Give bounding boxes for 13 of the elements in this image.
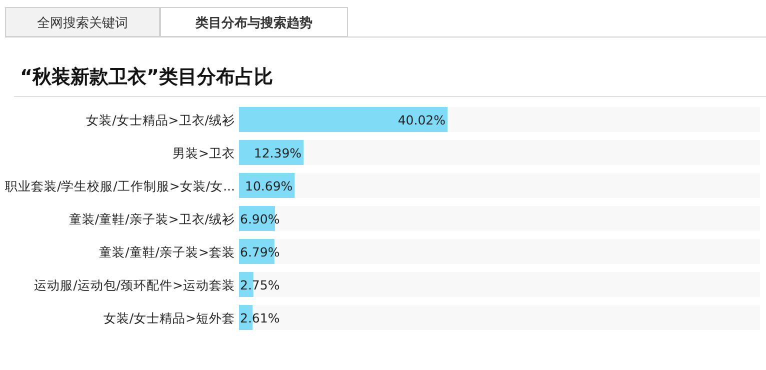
y-tick-label: 女装/女士精品>短外套 [103, 310, 235, 326]
y-tick-label: 童装/童鞋/亲子装>套装 [99, 244, 235, 260]
y-tick-label: 男装>卫衣 [172, 146, 235, 160]
y-tick-label: 童装/童鞋/亲子装>卫衣/绒衫 [68, 212, 235, 226]
data-label: 10.69% [245, 178, 293, 194]
y-tick-label: 女装/女士精品>卫衣/绒衫 [86, 112, 235, 128]
y-tick-label: 职业套装/学生校服/工作制服>女装/女... [4, 178, 235, 194]
chart-title: “秋装新款卫衣”类目分布占比 [20, 66, 273, 88]
y-tick-label: 运动服/运动包/颈环配件>运动套装 [34, 278, 235, 292]
data-label: 40.02% [398, 112, 446, 128]
tab: 类目分布与搜索趋势 [160, 7, 348, 37]
tab: 全网搜索关键词 [5, 7, 160, 37]
data-label: 12.39% [254, 146, 302, 160]
